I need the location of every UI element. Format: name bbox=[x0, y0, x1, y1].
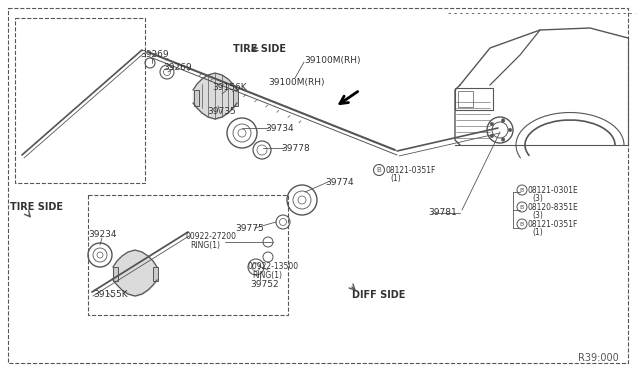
Text: 00922-27200: 00922-27200 bbox=[185, 232, 236, 241]
Text: (1): (1) bbox=[532, 228, 543, 237]
Bar bbox=[15, 18, 145, 183]
Text: (1): (1) bbox=[390, 174, 401, 183]
Text: 00922-13500: 00922-13500 bbox=[248, 262, 299, 271]
Text: 39735: 39735 bbox=[207, 107, 236, 116]
Text: RING(1): RING(1) bbox=[190, 241, 220, 250]
Text: 39269: 39269 bbox=[163, 63, 191, 72]
Bar bbox=[455, 88, 493, 110]
Text: 39156K: 39156K bbox=[212, 83, 246, 92]
Text: B: B bbox=[520, 187, 524, 192]
Bar bbox=[458, 91, 473, 107]
Text: 39781: 39781 bbox=[428, 208, 457, 217]
Circle shape bbox=[490, 134, 493, 138]
Text: 39775: 39775 bbox=[235, 224, 264, 233]
Text: R39:000: R39:000 bbox=[578, 353, 619, 363]
Text: B: B bbox=[520, 205, 524, 209]
Text: 39100M(RH): 39100M(RH) bbox=[268, 78, 324, 87]
Text: 39778: 39778 bbox=[281, 144, 310, 153]
Bar bbox=[113, 267, 118, 281]
Text: 39155K: 39155K bbox=[93, 290, 127, 299]
Text: 08121-0351F: 08121-0351F bbox=[528, 220, 579, 229]
Text: 08121-0351F: 08121-0351F bbox=[386, 166, 436, 175]
Bar bbox=[194, 90, 199, 106]
Text: 08120-8351E: 08120-8351E bbox=[528, 203, 579, 212]
Text: (3): (3) bbox=[532, 194, 543, 203]
Bar bbox=[88, 195, 288, 315]
Circle shape bbox=[501, 138, 505, 141]
Text: 39774: 39774 bbox=[325, 178, 354, 187]
Circle shape bbox=[501, 119, 505, 122]
Text: TIRE SIDE: TIRE SIDE bbox=[10, 202, 63, 212]
Text: 08121-0301E: 08121-0301E bbox=[528, 186, 579, 195]
Text: (3): (3) bbox=[532, 211, 543, 220]
Text: 39734: 39734 bbox=[265, 124, 294, 133]
Bar bbox=[233, 90, 238, 106]
Circle shape bbox=[490, 122, 493, 126]
Text: 39100M(RH): 39100M(RH) bbox=[304, 56, 360, 65]
Text: RING(1): RING(1) bbox=[252, 271, 282, 280]
Text: 39269: 39269 bbox=[140, 50, 168, 59]
Circle shape bbox=[508, 128, 512, 132]
Text: B: B bbox=[520, 221, 524, 227]
Bar bbox=[153, 267, 158, 281]
Text: B: B bbox=[376, 167, 381, 173]
Text: 39752: 39752 bbox=[250, 280, 278, 289]
Text: TIRE SIDE: TIRE SIDE bbox=[233, 44, 286, 54]
Text: DIFF SIDE: DIFF SIDE bbox=[352, 290, 405, 300]
Text: 39234: 39234 bbox=[88, 230, 116, 239]
